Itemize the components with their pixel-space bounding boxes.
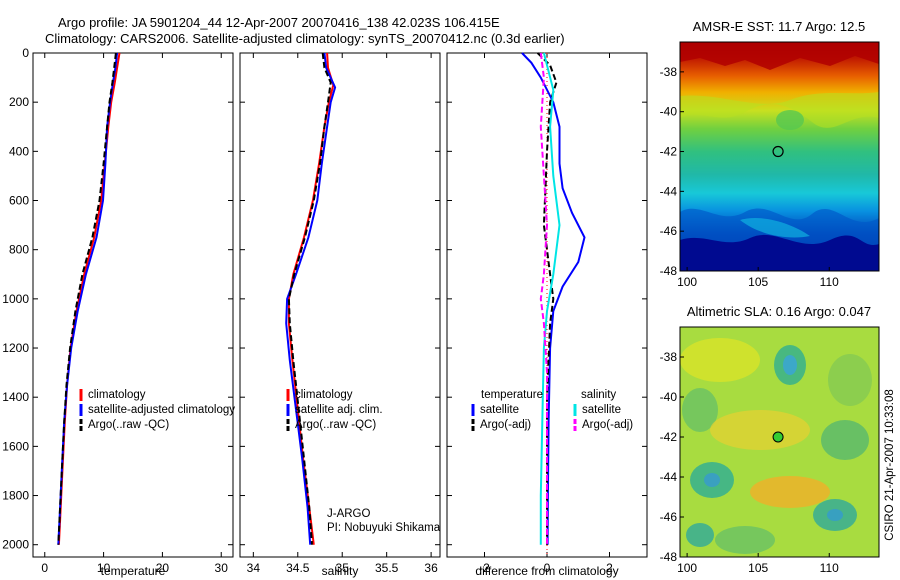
sal-legend-label: Argo(..raw -QC) [295, 419, 376, 431]
sal-axes-frame [239, 52, 441, 558]
temperature-profile-panel: 0 10 20 30 0 200 400 600 800 1000 1200 1400 1600 1800… [2, 46, 235, 578]
sst-axes-lat-label: -40 [660, 105, 678, 119]
diff-legend-label: satellite [480, 404, 519, 416]
sla-axes-lat-label: -38 [660, 350, 678, 364]
sal-xtick-label: 35 [336, 561, 350, 575]
diff-legend-label: Argo(-adj) [480, 419, 531, 431]
depth-tick-label: 600 [9, 194, 29, 208]
diff-xtick-label: 0 [544, 561, 551, 575]
sal-xtick-label: 36 [424, 561, 438, 575]
pi-name-label: PI: Nobuyuki Shikama [327, 522, 441, 534]
sst-axes-lat-label: -44 [660, 184, 678, 198]
temp-legend-label: satellite-adjusted climatology [88, 404, 235, 416]
sst-map-panel: AMSR-E SST: 11.7 Argo: 12.5 100 105 110 -38… [660, 19, 880, 289]
sla-axes-lat-label: -44 [660, 470, 678, 484]
figure-title-line2: Climatology: CARS2006. Satellite-adjuste… [45, 31, 565, 46]
salinity-profile-panel: 34 34.5 35 35.5 36 salinity climatology satelli… [239, 52, 441, 578]
temp-xtick-label: 10 [97, 561, 111, 575]
diff-series-3 [539, 52, 549, 545]
sst-axes-lon-label: 110 [820, 275, 839, 289]
depth-tick-label: 400 [9, 144, 29, 158]
sla-axes-lat-label: -48 [660, 550, 678, 564]
temp-legend-label: Argo(..raw -QC) [88, 419, 169, 431]
diff-legend-label: Argo(-adj) [582, 419, 633, 431]
sla-axes-lat-label: -42 [660, 430, 678, 444]
sal-series-2 [287, 52, 332, 545]
diff-legend-heading: salinity [581, 389, 616, 401]
diff-series-0 [521, 52, 586, 545]
sal-series-1 [285, 52, 337, 545]
sla-map-field [680, 327, 879, 557]
depth-tick-label: 1200 [2, 341, 29, 355]
diff-series-1 [536, 52, 558, 545]
depth-tick-label: 200 [9, 95, 29, 109]
depth-tick-label: 0 [22, 46, 29, 60]
depth-tick-label: 1800 [2, 489, 29, 503]
diff-xlabel: difference from climatology [475, 564, 618, 578]
sla-argo-location-marker [772, 431, 784, 443]
temp-legend-label: climatology [88, 389, 146, 401]
sst-axes-lat-label: -38 [660, 65, 678, 79]
depth-tick-label: 2000 [2, 538, 29, 552]
sst-argo-location-marker [772, 145, 784, 158]
diff-xtick-label: -2 [479, 561, 490, 575]
depth-tick-label: 1600 [2, 439, 29, 453]
sal-legend-label: climatology [295, 389, 353, 401]
diff-series-2 [539, 52, 561, 545]
temp-xtick-label: 20 [156, 561, 170, 575]
temp-xtick-label: 0 [41, 561, 48, 575]
temp-series-2 [57, 52, 117, 545]
sla-map-title: Altimetric SLA: 0.16 Argo: 0.047 [687, 304, 871, 319]
sst-map-title: AMSR-E SST: 11.7 Argo: 12.5 [693, 19, 865, 34]
temp-xtick-label: 30 [215, 561, 229, 575]
sal-xtick-label: 34.5 [286, 561, 310, 575]
sst-axes-lat-label: -42 [660, 145, 678, 159]
sal-xtick-label: 34 [247, 561, 261, 575]
sla-map-panel: Altimetric SLA: 0.16 Argo: 0.047 100 105 1… [660, 304, 880, 575]
sst-axes-lon-label: 100 [677, 275, 697, 289]
sst-map-field [680, 42, 879, 271]
temp-axes-frame [32, 52, 234, 558]
figure-title-line1: Argo profile: JA 5901204_44 12-Apr-2007 … [58, 15, 500, 30]
sla-axes-lon-label: 105 [748, 561, 768, 575]
depth-tick-label: 1400 [2, 390, 29, 404]
sla-axes-lat-label: -40 [660, 390, 678, 404]
pi-program-label: J-ARGO [327, 508, 371, 520]
sst-axes-lon-label: 105 [748, 275, 768, 289]
depth-tick-label: 800 [9, 243, 29, 257]
sla-axes-lon-label: 110 [820, 561, 839, 575]
sst-axes-lat-label: -48 [660, 264, 678, 278]
sal-xtick-label: 35.5 [375, 561, 399, 575]
sal-xlabel: salinity [322, 564, 359, 578]
depth-tick-label: 1000 [2, 292, 29, 306]
diff-legend-heading: temperature [481, 389, 543, 401]
diff-xtick-label: 2 [606, 561, 613, 575]
sla-axes-lon-label: 100 [677, 561, 697, 575]
sst-axes-lat-label: -46 [660, 224, 678, 238]
diff-legend-label: satellite [582, 404, 621, 416]
sal-legend-label: satellite adj. clim. [295, 404, 383, 416]
csiro-timestamp: CSIRO 21-Apr-2007 10:33:08 [884, 389, 896, 541]
sla-axes-lat-label: -46 [660, 510, 678, 524]
temp-xlabel: temperature [101, 564, 166, 578]
temp-series-0 [57, 52, 121, 545]
